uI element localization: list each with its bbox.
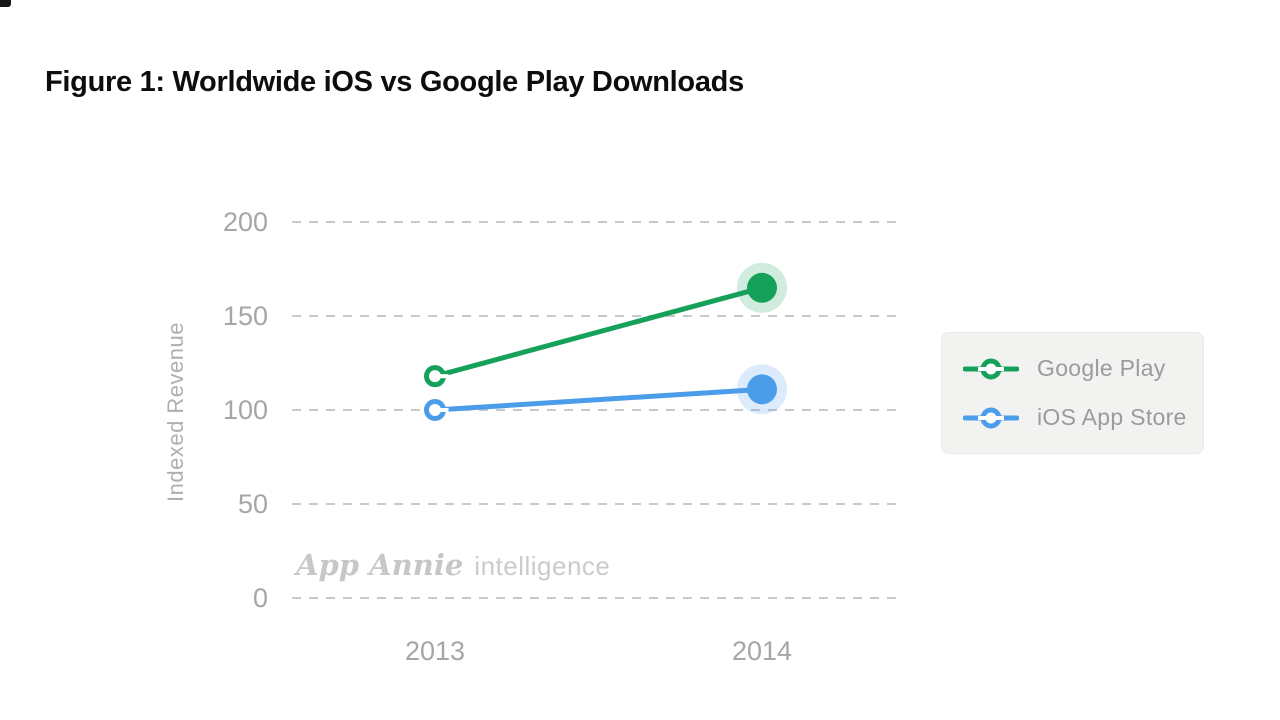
series-line-google-play bbox=[432, 285, 765, 379]
y-axis-title: Indexed Revenue bbox=[163, 322, 188, 502]
marker-end-google-play bbox=[747, 272, 777, 303]
watermark: App Annie intelligence bbox=[296, 548, 610, 582]
x-tick-label-2013: 2013 bbox=[405, 636, 465, 666]
series-line-ios-app-store bbox=[432, 386, 765, 413]
y-tick-label-0: 0 bbox=[253, 583, 268, 613]
legend-item-google-play: Google Play bbox=[963, 355, 1203, 382]
app-annie-logo: App Annie bbox=[296, 548, 464, 582]
marker-end-ios-app-store bbox=[747, 374, 777, 405]
y-tick-label-150: 150 bbox=[223, 301, 268, 331]
y-tick-label-50: 50 bbox=[238, 489, 268, 519]
legend-label: Google Play bbox=[1037, 355, 1166, 381]
y-tick-label-100: 100 bbox=[223, 395, 268, 425]
legend: Google Play iOS App Store bbox=[941, 332, 1204, 454]
x-tick-label-2014: 2014 bbox=[732, 636, 792, 666]
legend-item-ios-app-store: iOS App Store bbox=[963, 404, 1203, 431]
google-play-line-marker-icon bbox=[963, 358, 1019, 379]
ios-app-store-line-marker-icon bbox=[963, 407, 1019, 428]
figure-title: Figure 1: Worldwide iOS vs Google Play D… bbox=[45, 66, 744, 98]
legend-label: iOS App Store bbox=[1037, 404, 1187, 430]
corner-artifact bbox=[0, 0, 11, 7]
watermark-suffix-label: intelligence bbox=[474, 551, 611, 581]
y-tick-label-200: 200 bbox=[223, 207, 268, 237]
